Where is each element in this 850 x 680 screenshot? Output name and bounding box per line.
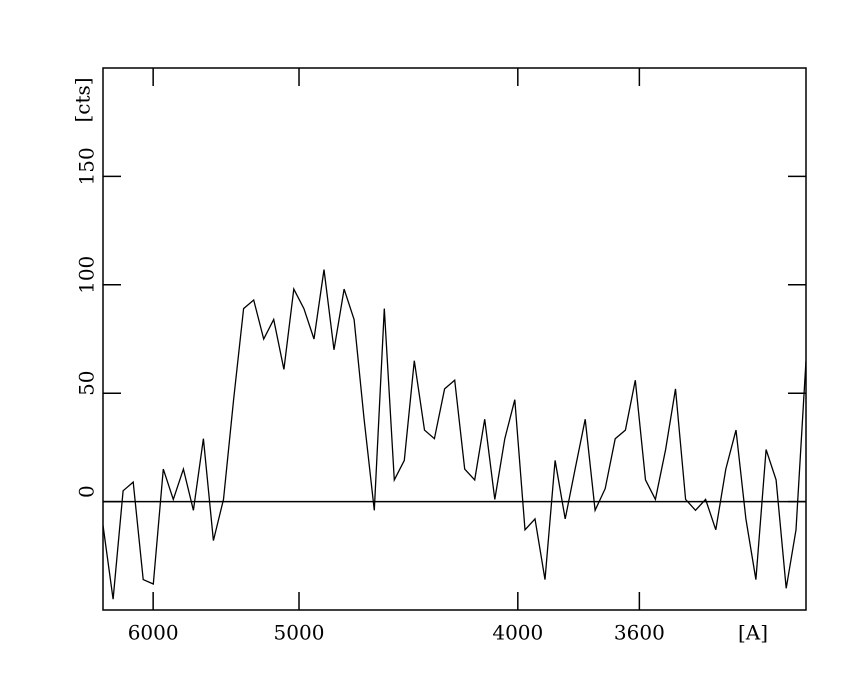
x-tick-label: 6000 — [128, 621, 179, 645]
y-tick-label: 50 — [75, 370, 99, 395]
plot-frame — [102, 67, 807, 611]
y-tick-label: 150 — [75, 147, 99, 185]
x-axis-label: [A] — [738, 621, 768, 645]
y-axis-label: [cts] — [71, 77, 95, 122]
x-tick-label: 5000 — [274, 621, 325, 645]
spectrum-line — [103, 269, 806, 600]
x-tick-label: 3600 — [614, 621, 665, 645]
x-tick-label: 4000 — [492, 621, 543, 645]
y-tick-label: 0 — [75, 485, 99, 498]
y-tick-label: 100 — [75, 256, 99, 294]
